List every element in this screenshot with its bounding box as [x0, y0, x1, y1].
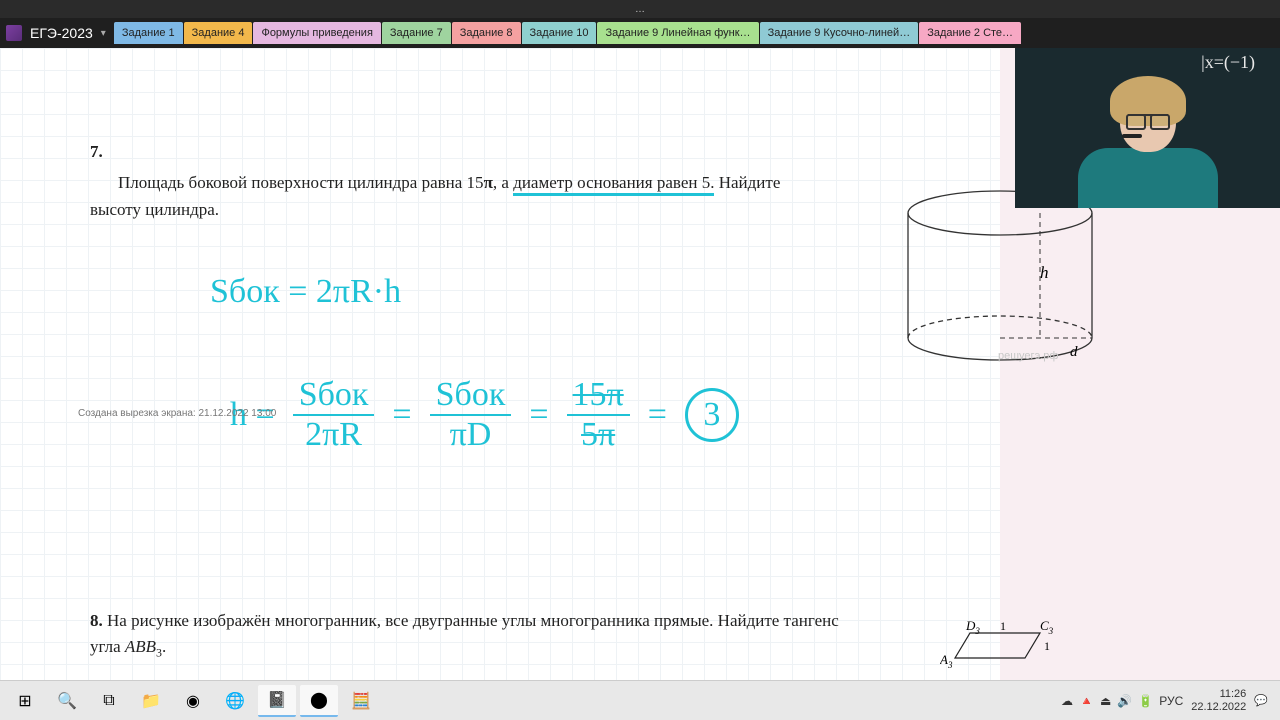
tab-zadanie-8[interactable]: Задание 8 — [452, 22, 521, 44]
chrome-icon[interactable]: ◉ — [174, 685, 212, 717]
formula-sbok: Sбок = 2πR·h — [210, 273, 401, 311]
problem-number: 7. — [90, 138, 870, 165]
obs-icon[interactable]: ⬤ — [300, 685, 338, 717]
battery-icon[interactable]: 🔋 — [1138, 694, 1153, 708]
problem-7: 7. Площадь боковой поверхности цилиндра … — [90, 138, 870, 224]
polyhedron-diagram: D3 1 C3 A3 1 — [940, 618, 1060, 673]
problem-8: 8. На рисунке изображён многогранник, вс… — [90, 608, 870, 662]
start-button[interactable]: ⊞ — [6, 685, 44, 717]
clock[interactable]: 11:26 22.12.2022 — [1191, 688, 1246, 712]
tray-icons[interactable]: ☁ 🔺 ⏏ 🔊 🔋 РУС — [1061, 694, 1183, 708]
edge-icon[interactable]: 🌐 — [216, 685, 254, 717]
tab-zadanie-9-lin[interactable]: Задание 9 Линейная функ… — [597, 22, 758, 44]
calculator-icon[interactable]: 🧮 — [342, 685, 380, 717]
volume-icon[interactable]: 🔊 — [1117, 694, 1132, 708]
circled-answer: 3 — [685, 388, 739, 442]
screenshot-timestamp: Создана вырезка экрана: 21.12.2022 13:00 — [78, 408, 276, 419]
tab-zadanie-7[interactable]: Задание 7 — [382, 22, 451, 44]
formula-h-derivation: h = Sбок2πR = SбокπD = 15π5π = 3 — [230, 378, 739, 452]
section-tabs: Задание 1 Задание 4 Формулы приведения З… — [114, 22, 1021, 44]
explorer-icon[interactable]: 📁 — [132, 685, 170, 717]
notebook-icon — [6, 25, 22, 41]
eject-icon[interactable]: ⏏ — [1100, 694, 1111, 708]
problem-text: Площадь боковой поверхности цилиндра рав… — [90, 169, 870, 196]
language-indicator[interactable]: РУС — [1159, 694, 1183, 708]
window-titlebar: … — [0, 0, 1280, 18]
notifications-icon[interactable]: 💬 — [1254, 694, 1268, 707]
chalkboard-text: |x=(−1) — [1201, 52, 1255, 73]
svg-text:C3: C3 — [1040, 618, 1054, 636]
tab-zadanie-4[interactable]: Задание 4 — [184, 22, 253, 44]
tab-zadanie-9-kus[interactable]: Задание 9 Кусочно-линей… — [760, 22, 919, 44]
underlined-phrase: диаметр основания равен 5. — [513, 173, 714, 196]
notebook-title[interactable]: ЕГЭ-2023 — [26, 25, 97, 41]
search-button[interactable]: 🔍 — [48, 685, 86, 717]
webcam-overlay: |x=(−1) — [1015, 48, 1280, 208]
chevron-down-icon[interactable]: ▾ — [101, 28, 106, 39]
cylinder-diagram — [900, 188, 1100, 368]
tab-zadanie-10[interactable]: Задание 10 — [522, 22, 597, 44]
app-header: ЕГЭ-2023 ▾ Задание 1 Задание 4 Формулы п… — [0, 18, 1280, 48]
tab-zadanie-1[interactable]: Задание 1 — [114, 22, 183, 44]
problem-text-line2: высоту цилиндра. — [90, 196, 870, 223]
svg-text:1: 1 — [1000, 619, 1006, 633]
onedrive-icon[interactable]: ☁ — [1061, 694, 1073, 708]
tray-warn-icon[interactable]: 🔺 — [1079, 694, 1094, 708]
cylinder-h-label: h — [1040, 263, 1049, 283]
system-tray[interactable]: ☁ 🔺 ⏏ 🔊 🔋 РУС 11:26 22.12.2022 💬 — [1061, 688, 1274, 712]
page-canvas[interactable]: 7. Площадь боковой поверхности цилиндра … — [0, 48, 1280, 680]
watermark: решуегэ.рф — [998, 350, 1058, 362]
teacher-figure — [1078, 88, 1218, 208]
taskbar: ⊞ 🔍 ⧉ 📁 ◉ 🌐 📓 ⬤ 🧮 ☁ 🔺 ⏏ 🔊 🔋 РУС 11:26 22… — [0, 680, 1280, 720]
task-view-button[interactable]: ⧉ — [90, 685, 128, 717]
svg-text:1: 1 — [1044, 639, 1050, 653]
ellipsis: … — [635, 4, 645, 15]
cylinder-d-label: d — [1070, 344, 1078, 361]
svg-text:A3: A3 — [940, 652, 953, 670]
tab-formuly[interactable]: Формулы приведения — [253, 22, 380, 44]
onenote-icon[interactable]: 📓 — [258, 685, 296, 717]
tab-zadanie-2[interactable]: Задание 2 Сте… — [919, 22, 1021, 44]
